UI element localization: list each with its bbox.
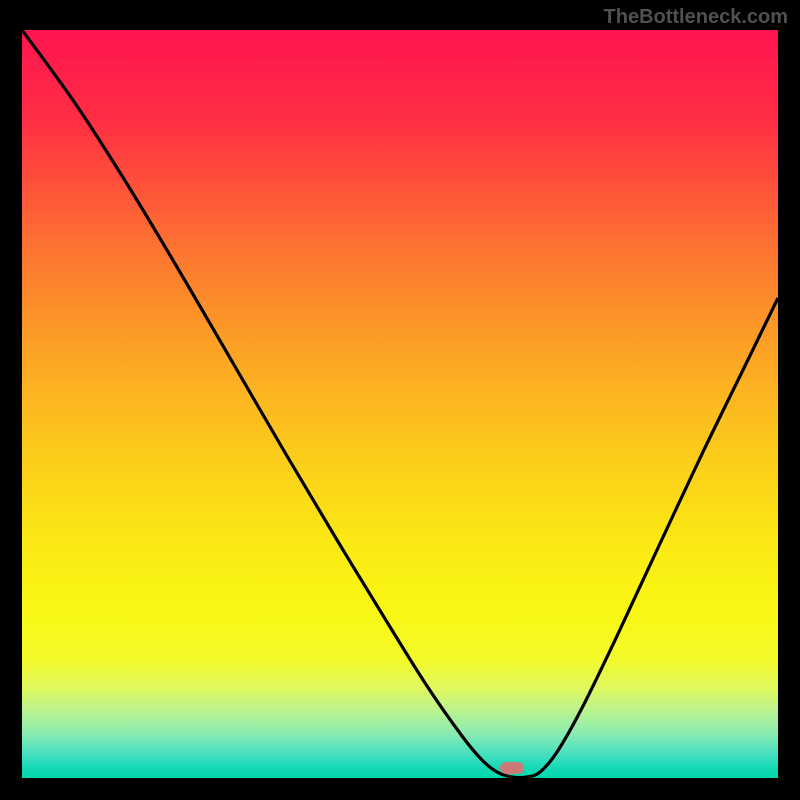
bottleneck-curve	[22, 30, 778, 778]
watermark-text: TheBottleneck.com	[604, 6, 788, 29]
optimal-marker	[500, 762, 524, 774]
plot-area	[22, 30, 778, 778]
